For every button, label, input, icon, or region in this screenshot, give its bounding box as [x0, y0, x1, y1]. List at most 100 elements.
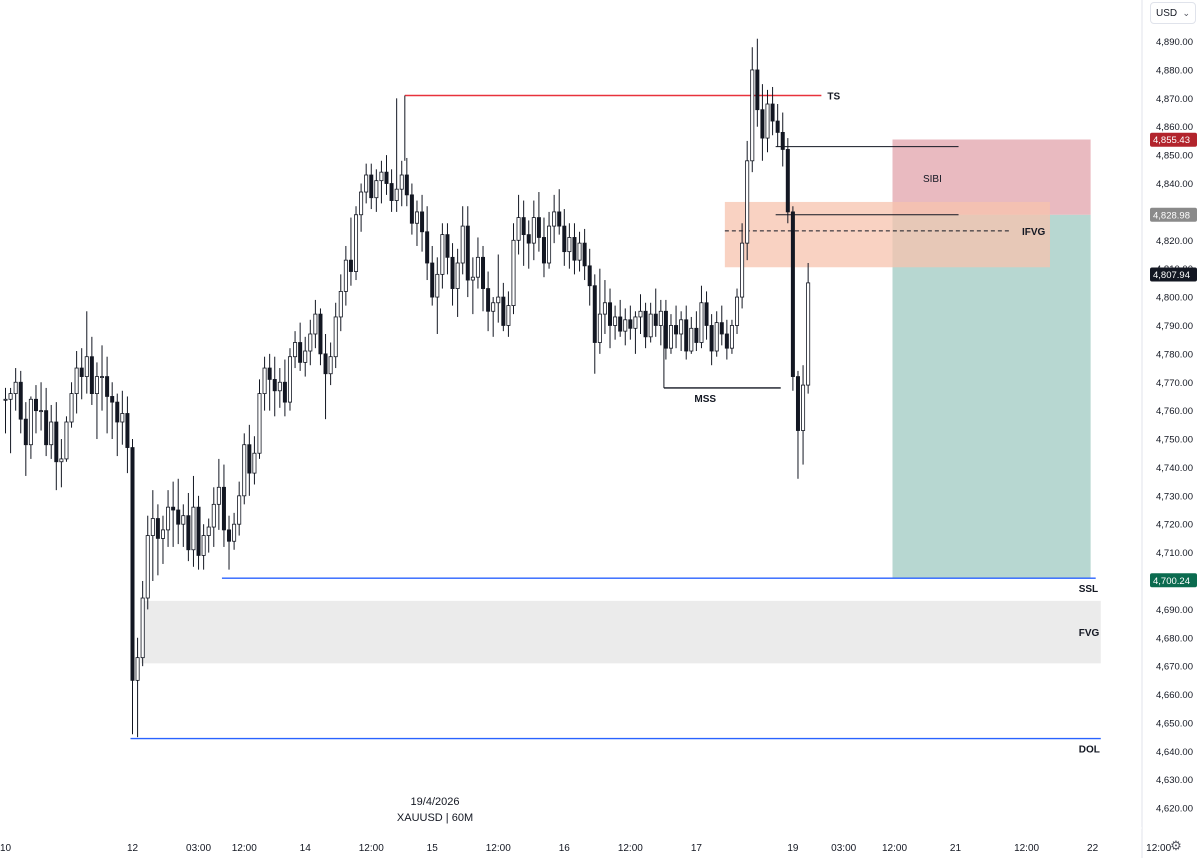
chevron-down-icon: ⌄ — [1182, 7, 1190, 18]
candle-body — [216, 486, 221, 505]
y-tick-label: 4,820.00 — [1156, 236, 1193, 247]
candle-body — [379, 171, 384, 182]
candle-body — [562, 225, 567, 253]
candle-body — [84, 356, 89, 377]
y-tick-label: 4,640.00 — [1156, 747, 1193, 758]
candle-body — [54, 421, 59, 463]
candle-body — [760, 109, 765, 139]
candle-body — [674, 325, 679, 335]
x-tick-label: 12:00 — [486, 843, 511, 854]
candle-body — [369, 174, 374, 199]
y-tick-label: 4,850.00 — [1156, 151, 1193, 162]
candle-body — [33, 398, 38, 412]
candle-body — [541, 237, 546, 264]
label-ssl: SSL — [1079, 584, 1098, 595]
candle-body — [196, 506, 201, 556]
candle-body — [333, 316, 338, 358]
candle-body — [206, 526, 211, 536]
candle-body — [282, 381, 287, 403]
price-tag-label: 4,855.43 — [1153, 135, 1190, 146]
candle-body — [735, 296, 740, 326]
candle-body — [166, 506, 171, 531]
y-tick-label: 4,690.00 — [1156, 605, 1193, 616]
candle-body — [64, 421, 69, 460]
candle-body — [628, 319, 633, 329]
candle-body — [435, 273, 440, 298]
candle-body — [602, 302, 607, 315]
candle-body — [298, 342, 303, 363]
price-tag — [1150, 132, 1197, 147]
y-tick-label: 4,890.00 — [1156, 37, 1193, 48]
y-tick-label: 4,620.00 — [1156, 804, 1193, 815]
candle-body — [176, 509, 181, 525]
candle-body — [237, 495, 242, 525]
y-tick-label: 4,740.00 — [1156, 463, 1193, 474]
candle-body — [343, 259, 348, 292]
candle-body — [465, 225, 470, 281]
candle-body — [130, 447, 135, 681]
candle-body — [155, 518, 160, 539]
candle-body — [39, 410, 44, 413]
candle-body — [323, 353, 328, 375]
candle-body — [318, 313, 323, 355]
candle-body — [755, 69, 760, 111]
candle-body — [338, 290, 343, 318]
candle-body — [384, 171, 389, 184]
candle-body — [455, 262, 460, 289]
candle-body — [557, 211, 562, 227]
candle-body — [242, 444, 247, 497]
x-tick-label: 22 — [1087, 843, 1099, 854]
candle-body — [394, 188, 399, 201]
currency-selector[interactable]: USD ⌄ — [1150, 2, 1196, 24]
gear-icon[interactable]: ⚙ — [1170, 838, 1182, 853]
candle-body — [765, 103, 770, 139]
x-tick-label: 03:00 — [186, 843, 211, 854]
candle-body — [567, 237, 572, 253]
candle-body — [359, 191, 364, 216]
candle-body — [59, 458, 64, 463]
candle-body — [780, 132, 785, 150]
candle-body — [252, 452, 257, 474]
candle-body — [638, 310, 643, 318]
target-zone — [892, 214, 1091, 579]
candle-body — [572, 237, 577, 261]
label-ifvg: IFVG — [1022, 227, 1046, 238]
candle-body — [74, 367, 79, 395]
candle-body — [364, 174, 369, 193]
candle-body — [536, 217, 541, 238]
candle-body — [8, 393, 13, 400]
x-tick-label: 12 — [127, 843, 139, 854]
candle-body — [105, 376, 110, 397]
candle-body — [13, 381, 18, 395]
candle-body — [430, 262, 435, 298]
candle-body — [592, 285, 597, 343]
candle-body — [531, 217, 536, 244]
x-tick-label: 12:00 — [232, 843, 257, 854]
candle-body — [521, 217, 526, 236]
candle-body — [272, 379, 277, 392]
candle-body — [740, 242, 745, 298]
x-tick-label: 12:00 — [359, 843, 384, 854]
x-tick-label: 15 — [427, 843, 439, 854]
candle-body — [145, 535, 150, 599]
candle-body — [704, 302, 709, 326]
candle-body — [135, 657, 140, 681]
x-tick-label: 14 — [300, 843, 312, 854]
candle-body — [460, 225, 465, 264]
candle-body — [785, 149, 790, 213]
candle-body — [684, 319, 689, 352]
x-tick-label: 12:00 — [882, 843, 907, 854]
candle-body — [633, 316, 638, 329]
candle-body — [94, 376, 99, 395]
candle-body — [404, 174, 409, 196]
y-tick-label: 4,680.00 — [1156, 633, 1193, 644]
candle-body — [491, 302, 496, 312]
candle-body — [618, 316, 623, 332]
candle-body — [374, 180, 379, 199]
candle-body — [806, 282, 811, 386]
x-tick-label: 12:00 — [618, 843, 643, 854]
y-tick-label: 4,790.00 — [1156, 321, 1193, 332]
candle-body — [694, 327, 699, 343]
candle-body — [679, 319, 684, 335]
